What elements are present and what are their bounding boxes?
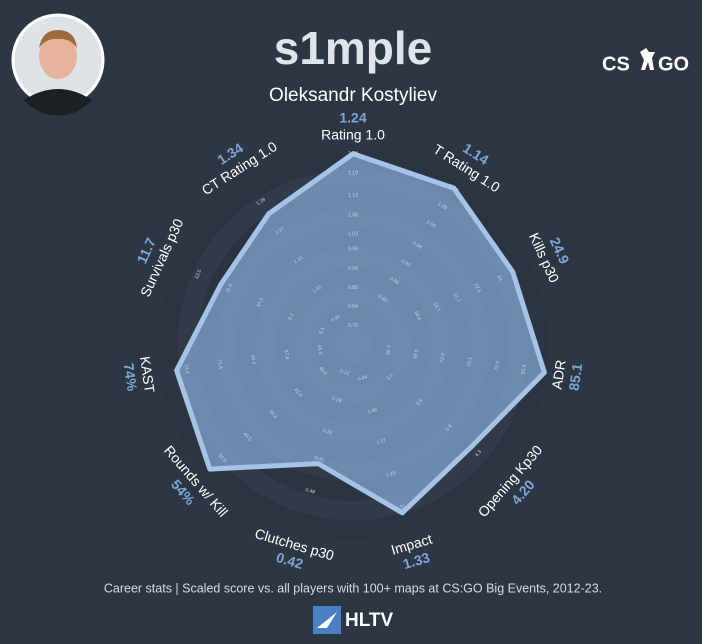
- value-label: 0.42: [274, 549, 305, 572]
- axis-tick-label: 0.96: [367, 407, 378, 416]
- axis-tick-label: 49.5: [242, 431, 253, 442]
- axis-tick-label: 1.24: [348, 151, 358, 157]
- axis-tick-label: 43.4: [292, 387, 303, 398]
- radar-area: [174, 151, 547, 516]
- axis-tick-label: 1.09: [436, 201, 448, 211]
- axis-tick-label: 0.98: [411, 240, 423, 250]
- axis-tick-label: 82.6: [520, 364, 527, 375]
- axis-tick-label: 40.4: [317, 366, 328, 377]
- logo-text: GO: [658, 53, 689, 75]
- axis-tick-label: 9.2: [287, 312, 295, 321]
- avatar: [11, 13, 105, 116]
- game-logo: CS GO: [602, 48, 689, 75]
- axis-tick-label: 72.8: [439, 352, 446, 363]
- brand-logo: HLTV: [313, 606, 394, 634]
- axis-label: ADR: [549, 359, 569, 391]
- axis-tick-label: 1.39: [255, 197, 267, 207]
- axis-tick-label: 3.1: [386, 372, 395, 381]
- axis-tick-label: 65.4: [316, 345, 323, 356]
- axis-tick-label: 0.22: [339, 368, 350, 377]
- axis-tick-label: 3.9: [444, 423, 453, 432]
- axis-tick-label: 1.19: [386, 470, 397, 479]
- chart-title: s1mple: [274, 22, 433, 74]
- axis-tick-label: 1.13: [348, 193, 358, 199]
- axis-tick-label: 0.88: [388, 276, 400, 286]
- axis-tick-label: 66.3: [385, 345, 392, 356]
- axis-tick-label: 4.3: [474, 449, 483, 458]
- axis-tick-label: 0.91: [330, 313, 342, 323]
- axis-tick-label: 1.04: [425, 219, 437, 229]
- axis-tick-label: 73.4: [183, 364, 190, 375]
- logo-figure: [640, 48, 655, 70]
- axis-tick-label: 0.83: [377, 294, 389, 304]
- axis-tick-label: 1.14: [448, 183, 460, 193]
- value-label: 1.24: [339, 110, 366, 126]
- axis-tick-label: 22.5: [473, 283, 483, 295]
- axis-tick-label: 46.4: [267, 409, 278, 420]
- axis-tick-label: 0.89: [348, 285, 358, 291]
- axis-tick-label: 1.27: [274, 226, 286, 236]
- axis-tick-label: 0.94: [348, 266, 358, 272]
- axis-label: KAST: [137, 355, 158, 394]
- chart-subtitle: Oleksandr Kostyliev: [269, 85, 437, 106]
- axis-tick-label: 79.4: [494, 360, 501, 371]
- axis-tick-label: 24: [495, 274, 503, 282]
- axis-tick-label: 1.19: [348, 170, 358, 176]
- axis-tick-label: 3.5: [415, 398, 424, 407]
- axis-tick-label: 1.08: [348, 212, 358, 218]
- axis-tick-label: 8.1: [318, 326, 326, 335]
- axis-tick-label: 1.07: [376, 437, 387, 446]
- axis-tick-label: 76.1: [466, 356, 473, 367]
- axis-label: Rating 1.0: [321, 127, 385, 143]
- axis-tick-label: 69.4: [249, 354, 256, 365]
- axis-tick-label: 0.93: [400, 258, 412, 268]
- axis-tick-label: 1.03: [348, 231, 358, 237]
- axis-tick-label: 1.15: [293, 255, 305, 265]
- axis-tick-label: 0.35: [322, 428, 333, 437]
- axis-tick-label: 10.3: [256, 297, 266, 309]
- axis-tick-label: 18.4: [412, 310, 422, 322]
- axis-tick-label: 0.99: [348, 247, 358, 253]
- value-label: 74%: [121, 362, 141, 393]
- brand-text: HLTV: [345, 610, 394, 631]
- axis-tick-label: 0.41: [314, 455, 325, 464]
- axis-tick-label: 0.84: [357, 374, 368, 383]
- caption: Career stats | Scaled score vs. all play…: [104, 581, 602, 595]
- axis-tick-label: 21.1: [452, 292, 462, 304]
- logo-text: CS: [602, 53, 630, 75]
- axis-tick-label: 19.7: [432, 301, 442, 313]
- axis-tick-label: 69.6: [413, 349, 420, 360]
- axis-tick-label: 1.03: [312, 284, 324, 294]
- axis-tick-label: 1.31: [395, 503, 406, 512]
- axis-tick-label: 71.4: [216, 359, 223, 370]
- value-label: 1.33: [401, 549, 432, 572]
- axis-tick-label: 67.4: [282, 349, 289, 360]
- axis-tick-label: 0.79: [348, 323, 358, 329]
- axis-tick-label: 0.84: [348, 304, 358, 310]
- axis-tick-label: 0.28: [331, 396, 342, 405]
- axis-tick-label: 11.4: [225, 283, 234, 294]
- axis-tick-label: 52.5: [217, 453, 228, 464]
- value-label: 85.1: [566, 362, 586, 391]
- axis-tick-label: 0.48: [305, 487, 316, 496]
- axis-tick-label: 12.5: [194, 269, 204, 281]
